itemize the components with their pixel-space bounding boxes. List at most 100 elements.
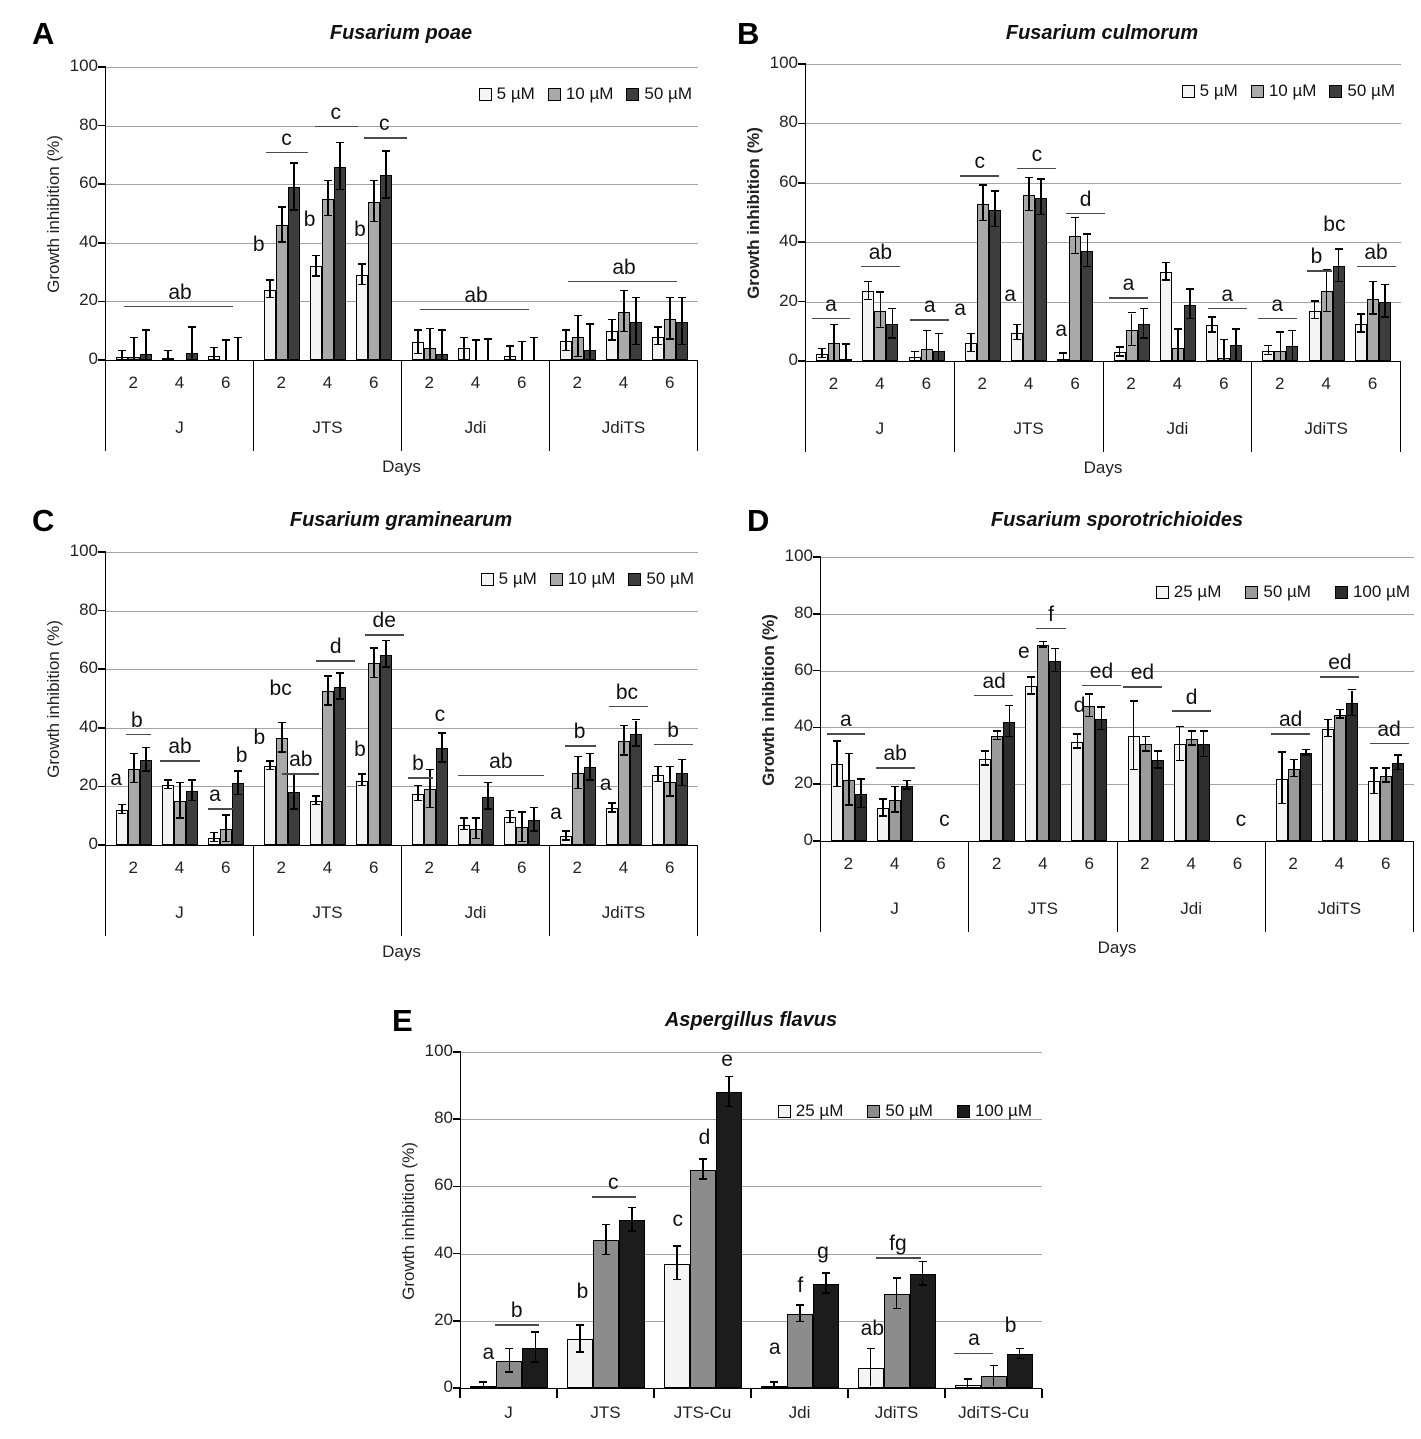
- group-label: J: [175, 418, 184, 437]
- error-bar: [225, 340, 227, 360]
- significance-line: [591, 1196, 637, 1198]
- error-bar-cap: [176, 817, 184, 819]
- day-label: 2: [843, 854, 854, 873]
- error-bar-cap: [866, 1347, 875, 1350]
- significance-line: [910, 319, 950, 321]
- bar-cluster: [923, 558, 959, 841]
- day-label: 6: [369, 858, 379, 877]
- significance-letter: ab: [1364, 241, 1388, 264]
- day-label: 4: [322, 858, 333, 877]
- error-bar: [669, 767, 671, 797]
- error-bar-cap: [574, 314, 582, 317]
- error-bar-cap: [1380, 316, 1389, 318]
- legend-swatch-icon: [1250, 84, 1264, 98]
- bar-cluster: [1173, 558, 1210, 841]
- x-tick-mark: [847, 1389, 849, 1398]
- bar-cluster: [458, 553, 494, 845]
- error-bar: [894, 787, 896, 813]
- day-label: 4: [618, 858, 629, 877]
- error-bar-cap: [414, 784, 422, 787]
- error-bar: [1016, 325, 1018, 341]
- error-bar-cap: [1005, 735, 1014, 738]
- significance-letter: c: [330, 100, 341, 124]
- error-bar-cap: [821, 1292, 830, 1294]
- legend-label: 50 µM: [646, 569, 694, 588]
- significance-letter: a: [954, 297, 966, 321]
- error-bar-cap: [725, 1075, 734, 1078]
- error-bar-cap: [1139, 307, 1148, 310]
- y-tick-label: 0: [88, 834, 98, 853]
- error-bar-cap: [673, 1278, 682, 1281]
- bar-cluster: [504, 68, 540, 360]
- error-bar-cap: [990, 225, 999, 228]
- error-bar: [167, 351, 169, 360]
- error-bar: [1235, 329, 1237, 360]
- bar: [1023, 194, 1036, 361]
- gridline: [461, 1320, 1042, 1322]
- error-bar: [1118, 347, 1121, 357]
- day-row: 2 4 6: [1252, 362, 1400, 406]
- gridline: [821, 727, 1414, 729]
- error-bar-cap: [562, 349, 570, 352]
- error-bar: [1313, 301, 1316, 320]
- gridline: [821, 670, 1414, 672]
- significance-letter: a: [1055, 318, 1068, 342]
- significance-letter: c: [672, 1208, 683, 1232]
- significance-letter: a: [968, 1327, 980, 1351]
- y-tick-label: 80: [434, 1108, 453, 1128]
- legend-label: 5 µM: [498, 569, 537, 588]
- significance-line: [1356, 265, 1397, 268]
- bars-row: [806, 65, 1401, 361]
- bar-cluster: [1113, 65, 1150, 361]
- error-bar: [994, 191, 996, 228]
- bar-cluster: [1367, 558, 1404, 841]
- significance-letter: c: [434, 702, 446, 726]
- bar: [883, 1293, 910, 1388]
- bar: [276, 225, 288, 360]
- error-bar: [589, 754, 591, 781]
- x-tick-mark: [750, 1389, 752, 1398]
- error-bar: [213, 348, 215, 360]
- bar-cluster: [652, 68, 688, 360]
- y-tick-label: 60: [79, 658, 98, 678]
- error-bar: [1156, 751, 1159, 769]
- error-bar-cap: [833, 785, 842, 788]
- gridline: [461, 1253, 1042, 1255]
- error-bar-cap: [576, 1324, 585, 1326]
- error-bar: [623, 726, 625, 756]
- bar-group-J: [106, 553, 254, 845]
- significance-letter: a: [768, 1335, 781, 1359]
- bar-cluster: [908, 65, 945, 361]
- error-bar-cap: [266, 760, 274, 762]
- day-label: 6: [1084, 854, 1094, 873]
- error-bar: [385, 151, 387, 199]
- bar-group-JdiTS: [550, 68, 698, 360]
- error-bar: [1189, 289, 1191, 320]
- error-bar-cap: [1380, 283, 1389, 286]
- bars-row: [106, 68, 698, 360]
- error-bar-cap: [1013, 323, 1022, 326]
- error-bar: [845, 344, 847, 361]
- bar-cluster: [1159, 65, 1196, 361]
- error-bar: [867, 282, 870, 301]
- y-tick-label: 0: [88, 349, 98, 368]
- y-tick-mark: [98, 844, 106, 846]
- error-bar: [1337, 249, 1340, 283]
- error-bar: [1088, 694, 1091, 718]
- significance-line: [1081, 684, 1122, 687]
- gridline: [106, 67, 698, 68]
- error-bar-cap: [518, 340, 526, 343]
- error-bar-cap: [530, 806, 538, 809]
- bar: [1379, 775, 1392, 841]
- error-bar-cap: [484, 781, 492, 784]
- error-bar: [293, 163, 295, 211]
- error-bar: [891, 309, 894, 339]
- error-bar: [1372, 282, 1374, 315]
- day-label: 4: [1172, 374, 1183, 393]
- error-bar-cap: [188, 326, 196, 328]
- error-bar-cap: [479, 1381, 488, 1383]
- error-bar-cap: [620, 754, 628, 756]
- error-bar: [121, 805, 123, 815]
- error-bar-cap: [1369, 792, 1378, 795]
- error-bar-cap: [1347, 688, 1356, 691]
